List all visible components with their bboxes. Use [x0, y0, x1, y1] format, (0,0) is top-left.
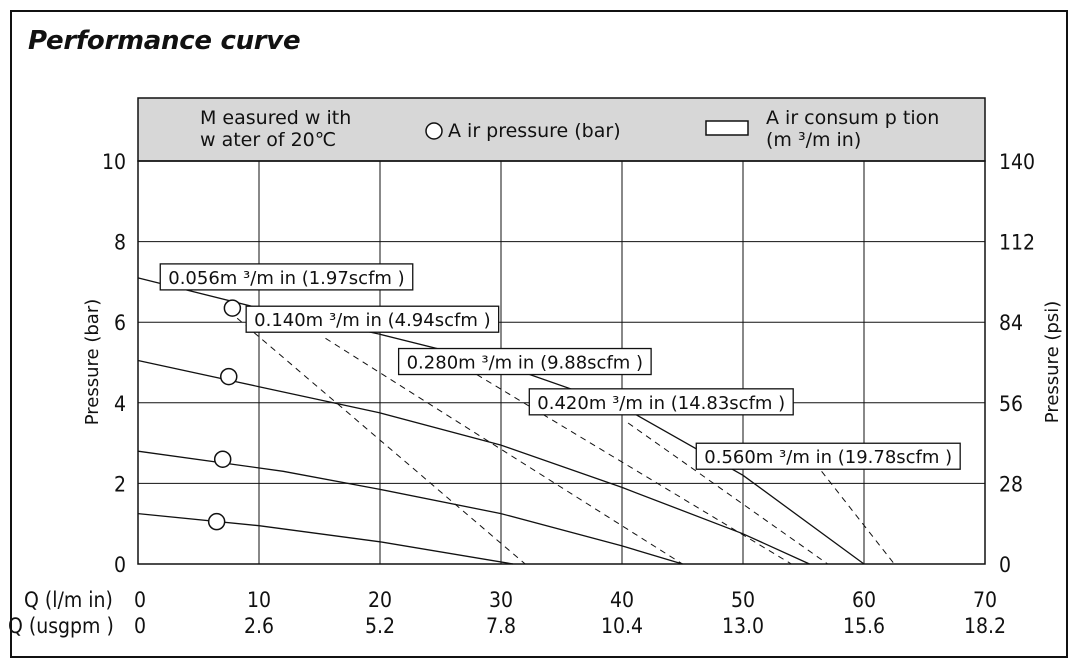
- x-tick-lpm: 40: [610, 588, 634, 612]
- legend-air-pressure: A ir pressure (bar): [448, 120, 621, 142]
- x-axis-label-secondary: Q (usgpm ): [8, 614, 114, 638]
- x-tick-usgpm: 0: [134, 614, 146, 638]
- y-tick-right: 140: [999, 150, 1035, 174]
- y-tick-left: 10: [102, 150, 126, 174]
- legend-air-pressure-marker: [425, 122, 443, 140]
- air-consumption-label: 0.280m ³/m in (9.88scfm ): [397, 347, 652, 376]
- plot-border: [137, 160, 986, 565]
- x-tick-usgpm: 7.8: [486, 614, 516, 638]
- air-consumption-line: [325, 337, 683, 565]
- x-tick-lpm: 50: [731, 588, 755, 612]
- air-consumption-label-box: [159, 263, 414, 291]
- air-consumption-label-text: 0.140m ³/m in (4.94scfm ): [254, 310, 490, 331]
- air-consumption-label-text: 0.420m ³/m in (14.83scfm ): [537, 393, 785, 414]
- x-tick-lpm: 10: [247, 588, 271, 612]
- x-tick-usgpm: 2.6: [244, 614, 274, 638]
- air-consumption-label-box: [528, 388, 794, 416]
- y-tick-right: 28: [999, 472, 1023, 496]
- x-tick-usgpm: 15.6: [843, 614, 885, 638]
- x-axis-label-primary: Q (l/m in): [24, 588, 113, 612]
- air-pressure-marker: [223, 299, 242, 317]
- y-axis-label-left: Pressure (bar): [82, 299, 103, 425]
- legend-air-consumption-line2: (m ³/m in): [766, 129, 861, 151]
- pressure-curve: [137, 359, 810, 565]
- x-tick-lpm: 60: [852, 588, 876, 612]
- y-tick-right: 84: [999, 311, 1023, 335]
- x-tick-lpm: 0: [134, 588, 146, 612]
- y-tick-left: 2: [114, 472, 126, 496]
- pressure-curve: [137, 450, 683, 565]
- air-consumption-label-text: 0.280m ³/m in (9.88scfm ): [407, 353, 643, 374]
- legend-header: M easured w ith w ater of 20℃ A ir press…: [137, 97, 986, 162]
- air-consumption-label-box: [695, 442, 961, 470]
- x-tick-lpm: 70: [973, 588, 997, 612]
- x-tick-lpm: 30: [489, 588, 513, 612]
- air-consumption-line: [236, 317, 526, 565]
- x-tick-lpm: 20: [368, 588, 392, 612]
- air-pressure-marker: [213, 450, 232, 468]
- air-consumption-label: 0.560m ³/m in (19.78scfm ): [695, 442, 961, 470]
- air-consumption-line: [627, 422, 828, 565]
- air-consumption-label: 0.056m ³/m in (1.97scfm ): [159, 263, 414, 291]
- y-tick-left: 6: [114, 311, 126, 335]
- air-consumption-label: 0.140m ³/m in (4.94scfm ): [245, 305, 500, 333]
- legend-air-consumption-line1: A ir consum p tion: [766, 107, 939, 129]
- y-tick-right: 56: [999, 392, 1023, 416]
- y-tick-right: 112: [999, 231, 1035, 255]
- air-consumption-label: 0.420m ³/m in (14.83scfm ): [528, 388, 794, 416]
- curve-labels: 0.056m ³/m in (1.97scfm ) 0.140m ³/m in (…: [159, 263, 961, 470]
- air-consumption-curves: [236, 317, 895, 565]
- air-pressure-marker: [207, 512, 226, 531]
- legend-measured-line1: M easured w ith: [200, 107, 351, 129]
- y-tick-right: 0: [999, 553, 1011, 577]
- air-consumption-label-text: 0.560m ³/m in (19.78scfm ): [704, 447, 952, 468]
- legend-background: [137, 97, 986, 162]
- legend-air-consumption-marker: [705, 120, 749, 136]
- x-tick-usgpm: 10.4: [601, 614, 643, 638]
- air-pressure-marker: [220, 367, 238, 386]
- x-tick-usgpm: 5.2: [365, 614, 395, 638]
- legend-measured-line2: w ater of 20℃: [200, 129, 336, 151]
- axis-ticks: 0246810028568411214000102.6205.2307.8401…: [102, 150, 1035, 638]
- y-tick-left: 8: [114, 231, 126, 255]
- air-consumption-label-box: [397, 347, 652, 376]
- y-tick-left: 0: [114, 553, 126, 577]
- y-tick-left: 4: [114, 392, 126, 416]
- air-consumption-label-text: 0.056m ³/m in (1.97scfm ): [168, 268, 404, 289]
- air-consumption-label-box: [245, 305, 500, 333]
- x-tick-usgpm: 18.2: [964, 614, 1006, 638]
- y-axis-label-right: Pressure (psi): [1042, 301, 1063, 423]
- page-title: Performance curve: [28, 26, 301, 56]
- air-consumption-line: [821, 470, 895, 565]
- pressure-curve: [137, 512, 514, 565]
- x-tick-usgpm: 13.0: [722, 614, 764, 638]
